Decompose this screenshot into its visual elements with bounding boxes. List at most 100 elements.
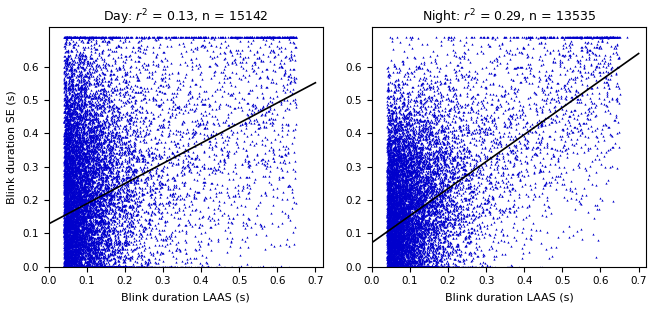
Point <box>98 264 109 269</box>
Point <box>225 230 235 235</box>
Point <box>92 196 102 201</box>
Point <box>64 151 75 156</box>
Point <box>94 264 105 269</box>
Point <box>122 213 132 218</box>
Point <box>401 213 411 218</box>
Point <box>83 251 94 256</box>
Point <box>122 228 133 233</box>
Point <box>395 241 405 246</box>
Point <box>73 177 84 182</box>
Point <box>84 79 95 84</box>
Point <box>514 103 525 108</box>
Point <box>440 75 451 80</box>
Point <box>406 264 417 269</box>
Point <box>476 34 486 39</box>
Point <box>61 247 71 252</box>
Point <box>389 146 400 151</box>
Point <box>122 264 133 269</box>
Point <box>95 218 105 223</box>
Point <box>83 198 93 203</box>
Point <box>391 256 402 261</box>
Point <box>70 264 81 269</box>
Point <box>400 206 411 211</box>
Point <box>389 160 400 165</box>
Point <box>60 257 71 262</box>
Point <box>103 158 113 163</box>
Point <box>487 197 498 202</box>
Point <box>62 264 72 269</box>
Point <box>70 264 81 269</box>
Point <box>104 147 115 152</box>
Point <box>394 234 405 239</box>
Point <box>74 163 84 168</box>
Point <box>183 98 193 103</box>
Point <box>65 150 75 154</box>
Point <box>86 264 96 269</box>
Point <box>73 178 83 183</box>
Point <box>128 264 139 269</box>
Point <box>400 264 411 269</box>
Point <box>74 176 84 181</box>
Point <box>415 264 426 269</box>
Point <box>156 58 166 63</box>
Point <box>402 137 413 142</box>
Point <box>59 34 69 39</box>
Point <box>59 133 69 138</box>
Point <box>395 264 405 269</box>
Point <box>89 245 100 250</box>
Point <box>69 264 80 269</box>
Point <box>78 264 88 269</box>
Point <box>85 184 96 189</box>
Point <box>72 264 83 269</box>
Point <box>400 264 410 269</box>
Point <box>383 264 393 269</box>
Point <box>62 186 72 191</box>
Point <box>78 138 88 142</box>
Point <box>70 262 81 267</box>
Point <box>390 194 400 199</box>
Point <box>62 264 72 269</box>
Point <box>588 34 599 39</box>
Point <box>67 210 77 214</box>
Point <box>67 111 78 116</box>
Point <box>68 252 79 257</box>
Point <box>534 40 545 45</box>
Point <box>107 245 118 250</box>
Point <box>432 130 443 135</box>
Point <box>138 159 148 163</box>
Point <box>394 211 405 216</box>
Point <box>91 95 102 100</box>
Point <box>444 264 455 269</box>
Point <box>64 178 74 183</box>
Point <box>396 264 407 269</box>
Point <box>388 189 398 194</box>
Point <box>407 177 418 182</box>
Point <box>441 156 451 161</box>
Point <box>104 99 115 104</box>
Point <box>60 264 70 269</box>
Point <box>448 84 458 89</box>
Point <box>390 242 401 247</box>
Point <box>407 124 418 129</box>
Point <box>409 241 419 246</box>
Point <box>423 190 434 195</box>
Point <box>126 57 136 62</box>
Point <box>428 191 438 196</box>
Point <box>419 86 430 91</box>
Point <box>398 222 408 227</box>
Point <box>77 264 87 269</box>
Point <box>394 260 405 265</box>
Point <box>407 264 418 269</box>
Point <box>97 213 107 218</box>
Point <box>103 164 113 169</box>
Point <box>434 199 444 204</box>
Point <box>387 264 398 269</box>
Point <box>60 237 70 242</box>
Point <box>390 264 401 269</box>
Point <box>63 213 73 218</box>
Point <box>68 260 79 265</box>
Point <box>67 85 77 90</box>
Point <box>149 34 160 39</box>
Point <box>429 189 440 194</box>
Point <box>411 264 422 269</box>
